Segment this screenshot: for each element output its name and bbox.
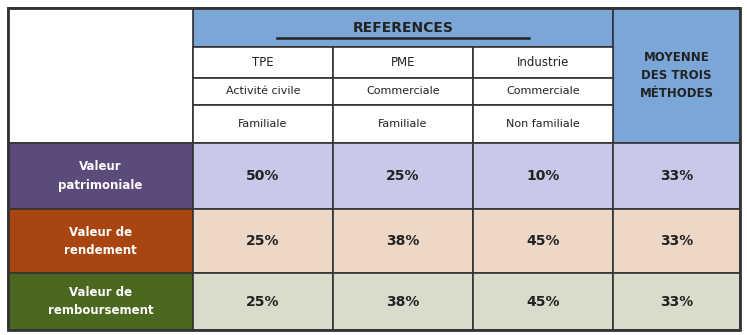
Bar	[8, 209, 193, 273]
Text: 33%: 33%	[660, 169, 693, 183]
Bar	[613, 8, 740, 143]
Text: REFERENCES: REFERENCES	[353, 20, 453, 35]
Bar	[333, 105, 473, 143]
Bar	[193, 78, 333, 105]
Bar	[473, 209, 613, 273]
Text: 10%: 10%	[527, 169, 560, 183]
Text: PME: PME	[391, 56, 415, 69]
Text: Industrie: Industrie	[517, 56, 569, 69]
Bar	[333, 47, 473, 78]
Text: Commerciale: Commerciale	[366, 86, 440, 96]
Text: MOYENNE
DES TROIS
MÉTHODES: MOYENNE DES TROIS MÉTHODES	[639, 51, 713, 100]
Text: Valeur de
rendement: Valeur de rendement	[64, 225, 137, 257]
Text: Valeur
patrimoniale: Valeur patrimoniale	[58, 160, 143, 192]
Bar	[333, 143, 473, 209]
Bar	[333, 273, 473, 330]
Text: 25%: 25%	[247, 234, 279, 248]
Bar	[473, 78, 613, 105]
Bar	[193, 209, 333, 273]
Bar	[613, 273, 740, 330]
Text: 38%: 38%	[386, 234, 420, 248]
Bar	[193, 273, 333, 330]
Text: 50%: 50%	[247, 169, 279, 183]
Bar	[193, 8, 613, 47]
Bar	[473, 47, 613, 78]
Text: Activité civile: Activité civile	[226, 86, 300, 96]
Text: Familiale: Familiale	[378, 119, 428, 129]
Text: 25%: 25%	[247, 294, 279, 309]
Text: Valeur de
remboursement: Valeur de remboursement	[48, 286, 153, 317]
Bar	[613, 143, 740, 209]
Text: 45%: 45%	[526, 294, 560, 309]
Text: TPE: TPE	[252, 56, 274, 69]
Text: 38%: 38%	[386, 294, 420, 309]
Bar	[8, 8, 193, 143]
Bar	[473, 143, 613, 209]
Text: 25%: 25%	[386, 169, 420, 183]
Bar	[473, 105, 613, 143]
Text: Commerciale: Commerciale	[506, 86, 580, 96]
Text: 33%: 33%	[660, 234, 693, 248]
Text: Non familiale: Non familiale	[506, 119, 580, 129]
Bar	[193, 105, 333, 143]
Bar	[193, 143, 333, 209]
Text: Familiale: Familiale	[238, 119, 288, 129]
Bar	[473, 273, 613, 330]
Bar	[193, 47, 333, 78]
Text: 33%: 33%	[660, 294, 693, 309]
Bar	[613, 209, 740, 273]
Bar	[333, 209, 473, 273]
Bar	[8, 273, 193, 330]
Text: 45%: 45%	[526, 234, 560, 248]
Bar	[8, 143, 193, 209]
Bar	[333, 78, 473, 105]
